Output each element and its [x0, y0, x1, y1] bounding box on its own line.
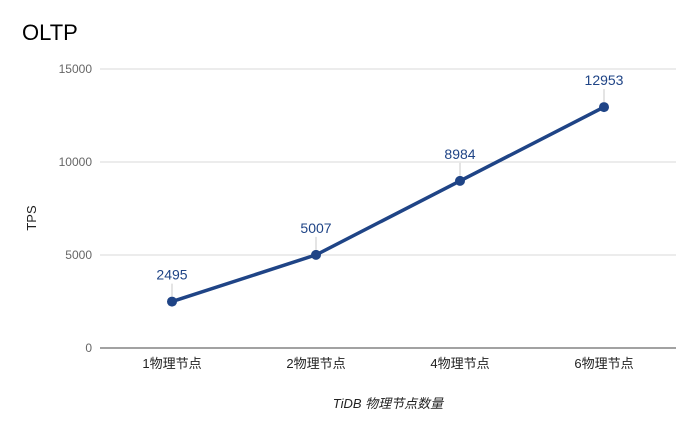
series-group	[167, 102, 609, 307]
x-axis-ticks: 1物理节点 2物理节点 4物理节点 6物理节点	[142, 356, 633, 371]
x-tick-label: 2物理节点	[286, 356, 345, 371]
data-point	[311, 249, 321, 260]
data-label: 2495	[156, 267, 187, 283]
data-point	[167, 296, 177, 307]
y-axis-ticks: 0 5000 10000 15000	[59, 62, 93, 355]
x-tick-label: 6物理节点	[574, 356, 633, 371]
chart-title: OLTP	[22, 20, 78, 45]
y-tick-label: 0	[85, 341, 92, 355]
y-axis-label: TPS	[24, 205, 39, 231]
x-tick-label: 4物理节点	[430, 356, 489, 371]
data-label: 8984	[444, 146, 475, 162]
x-tick-label: 1物理节点	[142, 356, 201, 371]
series-line	[170, 105, 606, 304]
grid	[100, 68, 676, 349]
y-tick-label: 15000	[59, 62, 93, 76]
data-point	[455, 175, 465, 186]
data-point	[599, 102, 609, 113]
x-axis-label: TiDB 物理节点数量	[333, 396, 445, 411]
y-tick-label: 5000	[65, 248, 92, 262]
y-tick-label: 10000	[59, 155, 93, 169]
data-labels: 2495 5007 8984 12953	[156, 72, 624, 297]
data-label: 5007	[300, 220, 331, 236]
data-label: 12953	[585, 72, 624, 88]
